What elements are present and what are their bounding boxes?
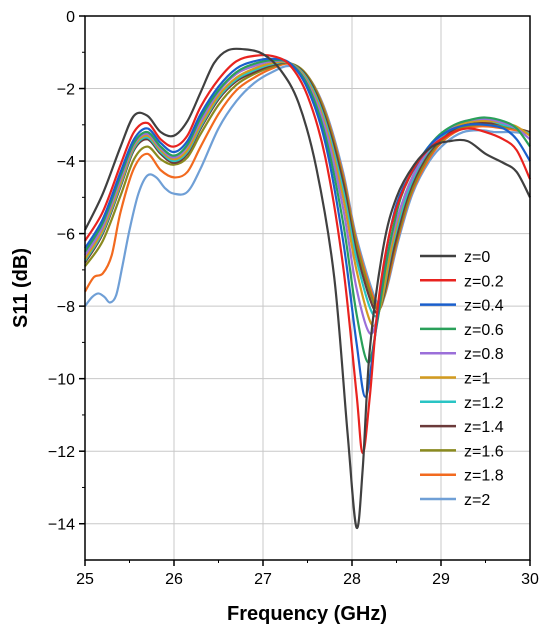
legend-label-z-1-4: z=1.4 xyxy=(464,419,504,436)
legend-label-z-1-6: z=1.6 xyxy=(464,443,504,460)
series-line-z-0-2 xyxy=(84,53,532,455)
legend-label-z-0-2: z=0.2 xyxy=(464,273,504,290)
legend-label-z-1: z=1 xyxy=(464,371,490,388)
series-lines xyxy=(84,47,532,530)
legend-label-z-0-4: z=0.4 xyxy=(464,298,504,315)
x-tick-label: 29 xyxy=(432,571,450,588)
y-tick-label: −8 xyxy=(57,299,75,316)
series-line-z-1-6 xyxy=(84,61,531,312)
x-axis-title: Frequency (GHz) xyxy=(227,603,387,625)
legend-label-z-0: z=0 xyxy=(464,249,490,266)
series-line-z-0 xyxy=(84,47,531,530)
legend: z=0 z=0.2 z=0.4 z=0.6 z=0.8 z=1 z=1.2 z=1.4 z=1.… xyxy=(420,249,504,509)
y-tick-label: −6 xyxy=(57,227,75,244)
legend-label-z-0-8: z=0.8 xyxy=(464,346,504,363)
y-tick-label: −2 xyxy=(57,82,75,99)
legend-label-z-1-2: z=1.2 xyxy=(464,395,504,412)
axis-ticks: 25 26 27 28 29 30 0 −2 −4 −6 −8 −10 −12 −14 xyxy=(48,9,539,588)
x-tick-label: 30 xyxy=(521,571,539,588)
legend-label-z-2: z=2 xyxy=(464,492,490,509)
y-tick-label: −14 xyxy=(48,517,75,534)
series-line-z-0-4 xyxy=(84,57,531,398)
y-tick-label: −12 xyxy=(48,444,75,461)
y-axis-title: S11 (dB) xyxy=(10,248,32,328)
y-tick-label: −10 xyxy=(48,372,75,389)
series-line-z-0-6 xyxy=(84,58,531,364)
x-tick-label: 25 xyxy=(76,571,94,588)
y-tick-label: −4 xyxy=(57,154,75,171)
y-tick-label: 0 xyxy=(66,9,75,26)
legend-label-z-1-8: z=1.8 xyxy=(464,468,504,485)
x-tick-label: 27 xyxy=(254,571,272,588)
legend-label-z-0-6: z=0.6 xyxy=(464,322,504,339)
x-tick-label: 26 xyxy=(165,571,183,588)
x-tick-label: 28 xyxy=(343,571,361,588)
